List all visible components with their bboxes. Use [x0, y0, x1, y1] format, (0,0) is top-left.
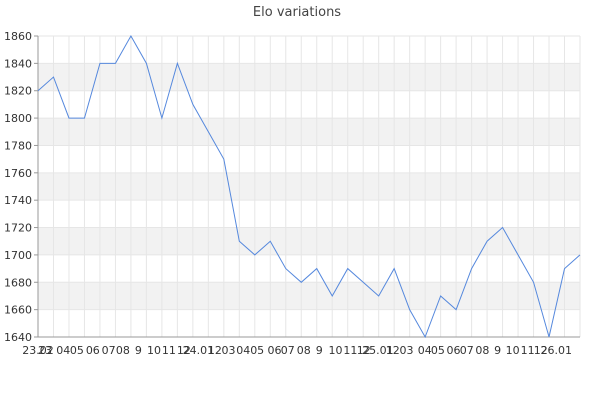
- x-tick-label: 24.01: [183, 344, 215, 357]
- x-tick-label: 05: [431, 344, 445, 357]
- y-tick-label: 1700: [4, 249, 32, 262]
- x-tick-label: 9: [494, 344, 501, 357]
- x-tick-label: 11: [343, 344, 357, 357]
- x-tick-label: 12: [208, 344, 222, 357]
- x-tick-label: 11: [162, 344, 176, 357]
- grid-lines: [37, 35, 581, 338]
- x-tick-label: 07: [102, 344, 116, 357]
- data-point: [377, 295, 379, 297]
- axes: [34, 35, 580, 338]
- y-tick-label: 1860: [4, 30, 32, 43]
- data-point: [254, 254, 256, 256]
- data-point: [548, 336, 550, 338]
- x-tick-label: 12: [534, 344, 548, 357]
- data-point: [347, 267, 349, 269]
- plot-band: [38, 172, 580, 201]
- data-point: [223, 158, 225, 160]
- data-point: [424, 336, 426, 338]
- y-tick-label: 1680: [4, 276, 32, 289]
- x-tick-label: 23.02: [22, 344, 54, 357]
- data-point: [517, 254, 519, 256]
- data-point: [470, 267, 472, 269]
- x-tick-label: 9: [316, 344, 323, 357]
- x-tick-label: 03: [221, 344, 235, 357]
- x-tick-label: 11: [521, 344, 535, 357]
- data-point: [37, 90, 39, 92]
- plot-band: [38, 63, 580, 91]
- y-tick-label: 1840: [4, 57, 32, 70]
- data-point: [455, 308, 457, 310]
- chart-title: Elo variations: [253, 5, 341, 20]
- plot-band: [38, 118, 580, 146]
- x-tick-label: 08: [297, 344, 311, 357]
- data-point: [579, 254, 581, 256]
- y-tick-label: 1740: [4, 194, 32, 207]
- x-tick-label: 07: [281, 344, 295, 357]
- x-tick-label: 05: [70, 344, 84, 357]
- y-tick-label: 1760: [4, 167, 32, 180]
- x-tick-label: 03: [400, 344, 414, 357]
- x-tick-label: 10: [506, 344, 520, 357]
- x-tick-label: 08: [475, 344, 489, 357]
- data-point: [439, 295, 441, 297]
- data-point: [532, 281, 534, 283]
- data-point: [393, 267, 395, 269]
- plot-bands: [38, 63, 580, 310]
- data-point: [68, 117, 70, 119]
- data-point: [316, 267, 318, 269]
- plot-band: [38, 227, 580, 255]
- x-tick-label: 08: [116, 344, 130, 357]
- x-tick-label: 26.01: [540, 344, 572, 357]
- x-tick-label: 04: [56, 344, 70, 357]
- data-point: [52, 76, 54, 78]
- x-tick-label: 10: [328, 344, 342, 357]
- data-point: [114, 62, 116, 64]
- data-point: [176, 62, 178, 64]
- x-tick-label: 05: [250, 344, 264, 357]
- x-tick-label: 04: [418, 344, 432, 357]
- x-tick-label: 06: [447, 344, 461, 357]
- x-tick-label: 06: [86, 344, 100, 357]
- y-tick-label: 1780: [4, 139, 32, 152]
- data-point: [99, 62, 101, 64]
- data-point: [362, 281, 364, 283]
- x-tick-label: 23: [38, 344, 52, 357]
- x-tick-label: 25.01: [362, 344, 394, 357]
- data-point: [501, 226, 503, 228]
- y-tick-label: 1640: [4, 331, 32, 344]
- data-point: [486, 240, 488, 242]
- y-tick-label: 1820: [4, 85, 32, 98]
- data-point: [331, 295, 333, 297]
- y-tick-label: 1720: [4, 222, 32, 235]
- data-point: [207, 131, 209, 133]
- x-tick-label: 12: [357, 344, 371, 357]
- data-point: [408, 308, 410, 310]
- data-point: [145, 62, 147, 64]
- data-point: [269, 240, 271, 242]
- data-point: [300, 281, 302, 283]
- y-tick-labels: 1640 1660 1680 1700 1720 1740 1760 1780 1800 1820…: [4, 30, 32, 344]
- x-tick-label: 9: [135, 344, 142, 357]
- y-tick-label: 1660: [4, 304, 32, 317]
- data-point: [285, 267, 287, 269]
- x-tick-label: 10: [147, 344, 161, 357]
- x-tick-label: 12: [177, 344, 191, 357]
- series-group: [37, 34, 581, 339]
- data-point: [130, 35, 132, 37]
- x-tick-label: 07: [460, 344, 474, 357]
- data-point: [192, 103, 194, 105]
- data-point: [161, 117, 163, 119]
- data-point: [238, 240, 240, 242]
- plot-band: [38, 282, 580, 310]
- data-point: [83, 117, 85, 119]
- x-tick-label: 12: [386, 344, 400, 357]
- x-tick-label: 06: [268, 344, 282, 357]
- series-line: [37, 34, 581, 339]
- data-point: [563, 267, 565, 269]
- x-tick-label: 04: [236, 344, 250, 357]
- y-tick-label: 1800: [4, 112, 32, 125]
